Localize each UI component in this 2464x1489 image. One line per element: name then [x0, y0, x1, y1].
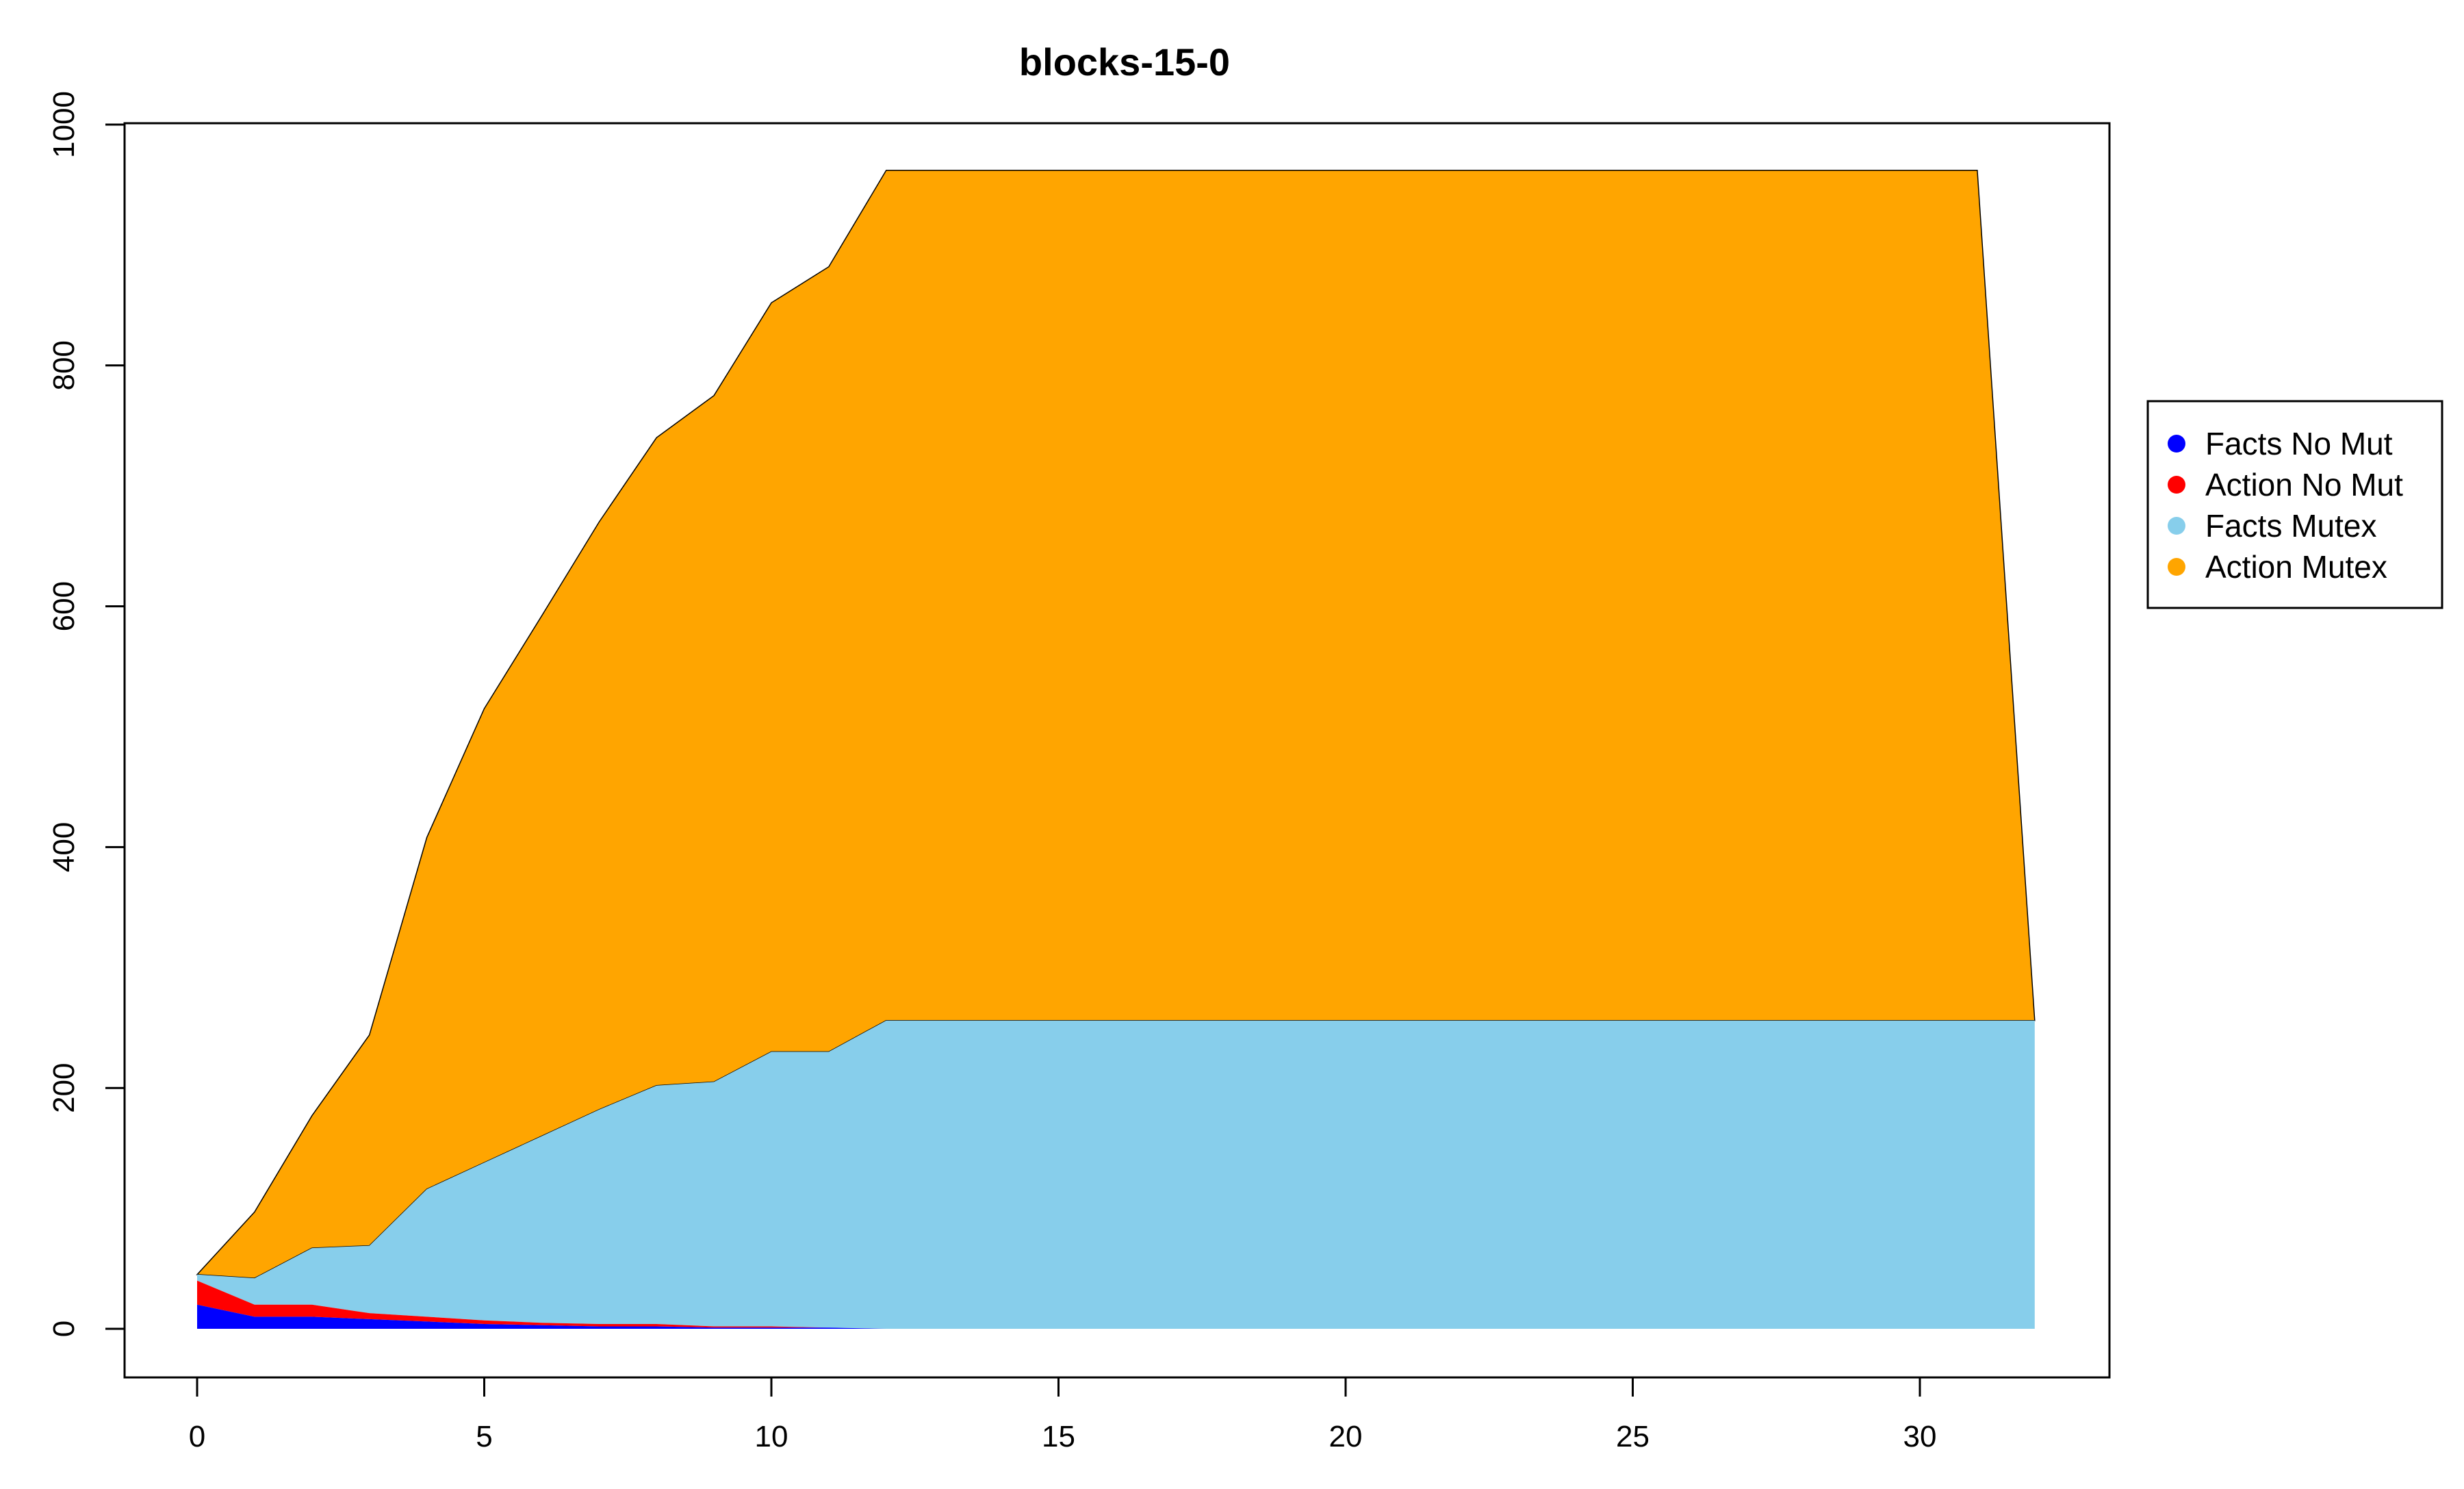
y-tick-label-2: 400	[47, 822, 81, 872]
legend-label-2: Facts Mutex	[2205, 508, 2377, 544]
x-tick-label-5: 25	[1616, 1420, 1650, 1453]
legend-marker-2	[2168, 517, 2185, 535]
legend-box	[2146, 400, 2443, 609]
x-tick-label-3: 15	[1042, 1420, 1075, 1453]
x-tick-label-2: 10	[755, 1420, 788, 1453]
legend: Facts No Mut Action No Mut Facts Mutex Acti…	[2146, 400, 2443, 609]
legend-marker-3	[2168, 558, 2185, 576]
x-tick-label-0: 0	[189, 1420, 205, 1453]
legend-label-3: Action Mutex	[2205, 549, 2387, 585]
y-tick-label-1: 200	[47, 1062, 81, 1112]
area-series-2	[197, 1020, 2035, 1329]
y-tick-label-0: 0	[47, 1321, 81, 1337]
area-series-0	[197, 1304, 2035, 1329]
legend-label-0: Facts No Mut	[2205, 426, 2393, 461]
chart-title: blocks-15-0	[1019, 40, 1230, 84]
legend-marker-0	[2168, 435, 2185, 453]
area-layers	[196, 170, 2036, 1329]
y-tick-label-5: 1000	[47, 91, 81, 158]
legend-label-1: Action No Mut	[2205, 467, 2403, 502]
x-axis: 0 5 10 15 20 25 30	[189, 1376, 1937, 1453]
y-tick-label-4: 800	[47, 340, 81, 390]
y-axis: 0 200 400 600 800 1000	[47, 91, 126, 1337]
x-tick-label-4: 20	[1329, 1420, 1363, 1453]
y-tick-label-3: 600	[47, 581, 81, 631]
legend-marker-1	[2168, 476, 2185, 494]
x-tick-label-6: 30	[1903, 1420, 1937, 1453]
x-tick-label-1: 5	[476, 1420, 492, 1453]
